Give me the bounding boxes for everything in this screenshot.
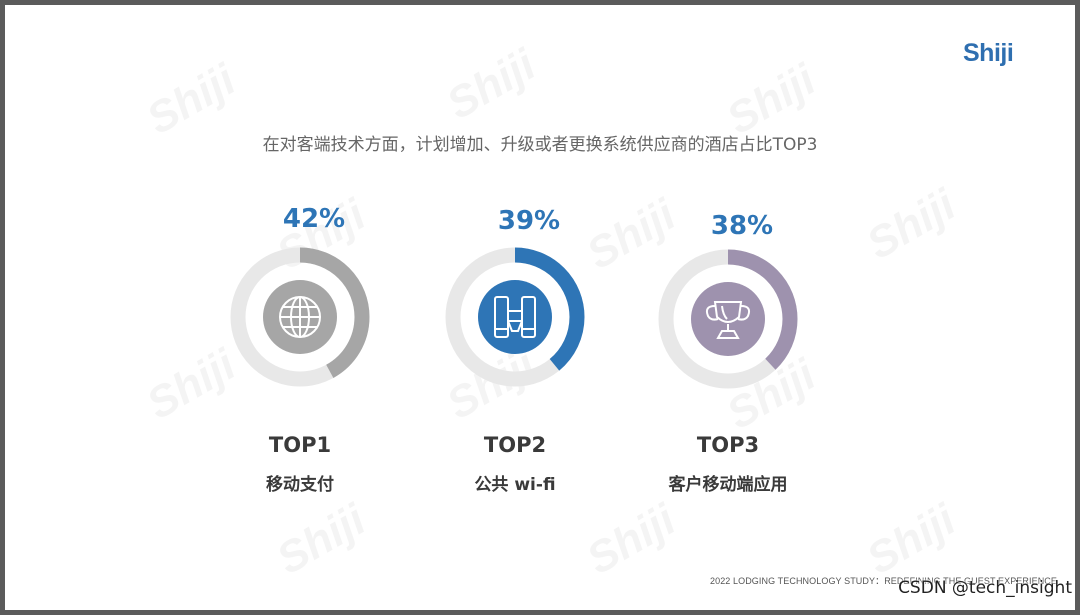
shiji-logo: Shiji <box>963 39 1014 67</box>
item-label-1: 移动支付 <box>266 475 334 495</box>
trophy-icon <box>705 301 751 339</box>
rank-label-3: TOP3 <box>696 433 760 457</box>
item-label-3: 客户移动端应用 <box>668 475 788 495</box>
donut-value-arc <box>445 247 585 387</box>
globe-icon <box>279 296 321 338</box>
rank-label-2: TOP2 <box>483 433 547 457</box>
item-label-2: 公共 wi-fi <box>474 475 556 495</box>
donut-value-arc <box>658 249 798 389</box>
chart-subtitle: 在对客端技术方面，计划增加、升级或者更换系统供应商的酒店占比TOP3 <box>262 135 818 155</box>
value-label: 38% <box>711 211 773 241</box>
binoculars-icon <box>494 296 536 338</box>
donut-chart-2: 39% <box>445 206 585 387</box>
donut-value-arc <box>230 247 370 387</box>
rank-label-1: TOP1 <box>268 433 332 457</box>
icon-background <box>691 282 765 356</box>
report-footer: 2022 LODGING TECHNOLOGY STUDY：REDEFINING… <box>709 576 1057 586</box>
slide: Shiji ShijiShijiShijiShijiShijiShijiShij… <box>5 5 1075 610</box>
csdn-credit: CSDN @tech_insight <box>898 578 1072 598</box>
donut-charts: 42% 39% 38% <box>230 204 798 389</box>
icon-background <box>478 280 552 354</box>
value-label: 39% <box>498 206 560 236</box>
donut-chart-3: 38% <box>658 211 798 389</box>
donut-chart-1: 42% <box>230 204 370 387</box>
value-label: 42% <box>283 204 345 234</box>
